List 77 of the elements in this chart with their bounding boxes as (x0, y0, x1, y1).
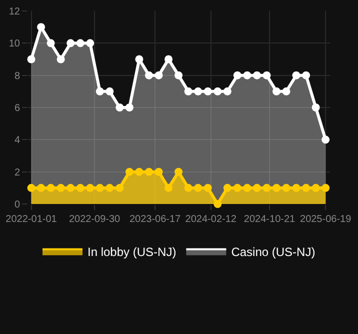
point (66, 39, 75, 48)
point (184, 184, 192, 192)
point (302, 184, 310, 192)
point (154, 168, 163, 176)
point (282, 87, 290, 96)
x-tick-label: 2025-06-19 (300, 214, 352, 225)
point (204, 184, 212, 192)
x-tick-label: 2024-10-21 (244, 214, 296, 225)
point (86, 39, 94, 48)
x-tick-label: 2022-01-01 (6, 214, 58, 225)
point (66, 184, 75, 192)
point (184, 87, 192, 96)
point (322, 136, 330, 144)
y-tick-label: 2 (14, 167, 20, 178)
point (27, 55, 36, 64)
point (96, 184, 104, 192)
point (272, 87, 280, 96)
point (262, 184, 271, 192)
point (144, 71, 153, 80)
point (194, 184, 202, 192)
x-tick-label: 2024-02-12 (185, 214, 237, 225)
point (204, 87, 212, 96)
point (164, 55, 173, 64)
point (292, 184, 300, 192)
point (125, 104, 134, 112)
point (76, 39, 84, 48)
point (37, 23, 46, 32)
point (262, 71, 271, 80)
point (116, 184, 124, 192)
point (144, 168, 153, 176)
point (46, 39, 55, 48)
point (233, 71, 242, 80)
y-tick-label: 6 (14, 103, 20, 114)
y-tick-label: 12 (8, 6, 20, 18)
point (135, 168, 144, 176)
legend-label: In lobby (US-NJ) (88, 244, 176, 259)
point (292, 71, 300, 80)
point (76, 184, 84, 192)
point (243, 184, 252, 192)
x-tick-label: 2023-06-17 (129, 214, 182, 225)
point (312, 104, 320, 112)
point (223, 87, 232, 96)
point (233, 184, 242, 192)
point (243, 71, 252, 80)
point (135, 55, 144, 64)
point (96, 87, 104, 96)
point (194, 87, 202, 96)
y-tick-label: 0 (14, 200, 20, 210)
point (174, 71, 183, 80)
point (116, 104, 124, 112)
point (282, 184, 290, 192)
x-tick-label: 2022-09-30 (68, 214, 121, 225)
point (27, 184, 36, 192)
point (312, 184, 320, 192)
point (223, 184, 232, 192)
point (56, 55, 65, 64)
point (154, 71, 163, 80)
point (46, 184, 55, 192)
point (272, 184, 280, 192)
point (56, 184, 65, 192)
y-tick-label: 10 (8, 38, 20, 50)
point (322, 184, 330, 192)
point (252, 184, 261, 192)
point (106, 87, 114, 96)
point (164, 184, 173, 192)
point (86, 184, 94, 192)
point (37, 184, 46, 192)
point (125, 168, 134, 176)
point (214, 87, 222, 96)
y-tick-label: 4 (14, 135, 20, 146)
point (214, 200, 222, 208)
y-tick-label: 8 (14, 70, 20, 82)
legend-label: Casino (US-NJ) (231, 244, 316, 259)
point (252, 71, 261, 80)
point (302, 71, 310, 80)
point (174, 168, 183, 176)
point (106, 184, 114, 192)
